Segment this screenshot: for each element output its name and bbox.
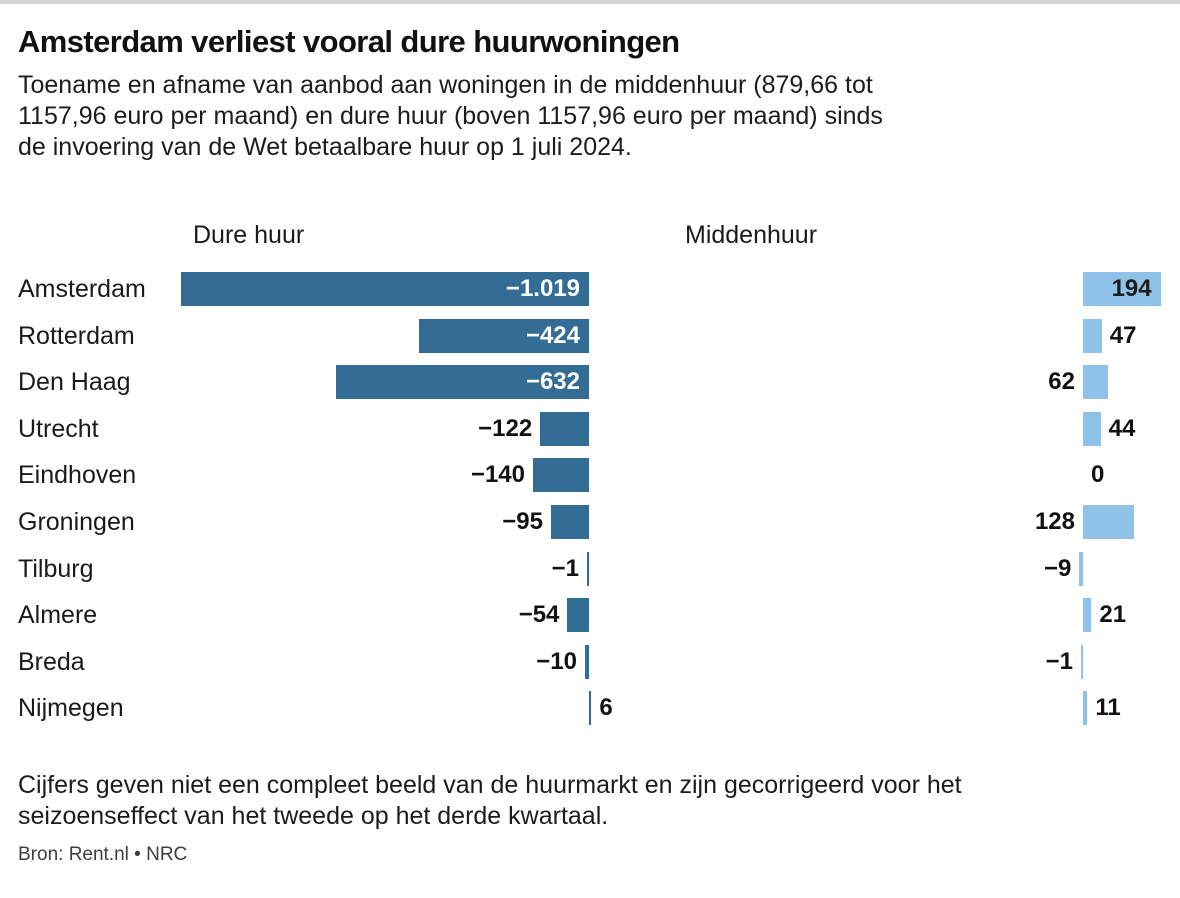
category-label: Tilburg xyxy=(18,554,94,583)
middenhuur-bar xyxy=(1083,272,1161,306)
chart-row-den-haag: Den Haag −632 62 xyxy=(0,365,1180,400)
value-label: −95 xyxy=(502,508,543,535)
category-label: Utrecht xyxy=(18,414,99,443)
middenhuur-bar xyxy=(1079,551,1083,586)
value-label: −54 xyxy=(518,601,560,629)
value-label: −9 xyxy=(1044,554,1072,582)
category-label: Breda xyxy=(18,647,85,676)
category-label: Nijmegen xyxy=(18,694,124,723)
middenhuur-bar xyxy=(1083,411,1101,446)
dure-huur-bar xyxy=(533,458,589,493)
value-label: −122 xyxy=(478,414,533,442)
value-label: 11 xyxy=(1095,694,1121,722)
value-label: 21 xyxy=(1099,601,1127,629)
middenhuur-bar xyxy=(1083,505,1135,539)
dure-huur-bar xyxy=(587,551,589,586)
page-title: Amsterdam verliest vooral dure huurwonin… xyxy=(18,24,680,59)
dure-huur-bar xyxy=(589,691,592,726)
chart-row-utrecht: Utrecht −122 44 xyxy=(0,411,1180,446)
value-label: 47 xyxy=(1109,321,1137,349)
value-label: 44 xyxy=(1108,414,1136,442)
middenhuur-bar xyxy=(1083,318,1102,353)
category-label: Den Haag xyxy=(18,368,131,397)
footnote-line: seizoenseffect van het tweede op het der… xyxy=(18,802,609,830)
dure-huur-bar xyxy=(540,411,589,446)
value-label: −1 xyxy=(551,554,579,582)
category-label: Rotterdam xyxy=(18,321,135,350)
subtitle-line: 1157,96 euro per maand) en dure huur (bo… xyxy=(18,102,883,130)
category-label: Amsterdam xyxy=(18,275,146,303)
chart-subtitle: Toename en afname van aanbod aan woninge… xyxy=(18,70,883,163)
dure-huur-bar xyxy=(585,644,589,679)
dure-huur-column-header: Dure huur xyxy=(193,221,305,249)
subtitle-line: de invoering van de Wet betaalbare huur … xyxy=(18,133,632,161)
category-label: Eindhoven xyxy=(18,461,137,490)
dure-huur-bar xyxy=(567,598,589,633)
chart-row-breda: Breda −10 −1 xyxy=(0,644,1180,679)
value-label: 194 xyxy=(1111,275,1152,302)
value-label: 128 xyxy=(1034,508,1075,535)
chart-footnote: Cijfers geven niet een compleet beeld va… xyxy=(18,770,962,832)
value-label: −10 xyxy=(536,647,577,675)
chart-row-tilburg: Tilburg −1 −9 xyxy=(0,551,1180,586)
dure-huur-bar xyxy=(419,318,589,353)
value-label: −424 xyxy=(525,321,580,349)
dure-huur-bar xyxy=(551,505,589,539)
dure-huur-bar xyxy=(336,365,589,400)
subtitle-line: Toename en afname van aanbod aan woninge… xyxy=(18,71,873,99)
middenhuur-bar xyxy=(1083,598,1092,633)
top-border xyxy=(0,0,1180,4)
value-label: 6 xyxy=(599,694,613,722)
value-label: 0 xyxy=(1091,461,1105,489)
middenhuur-bar xyxy=(1081,644,1083,679)
footnote-line: Cijfers geven niet een compleet beeld va… xyxy=(18,771,962,799)
value-label: −1.019 xyxy=(505,275,580,302)
category-label: Almere xyxy=(18,601,98,630)
middenhuur-column-header: Middenhuur xyxy=(685,221,818,249)
middenhuur-bar xyxy=(1083,691,1088,726)
chart-row-nijmegen: Nijmegen 6 11 xyxy=(0,691,1180,726)
value-label: −140 xyxy=(470,461,525,489)
middenhuur-bar xyxy=(1083,365,1108,400)
chart-row-almere: Almere −54 21 xyxy=(0,598,1180,633)
category-label: Groningen xyxy=(18,508,135,536)
chart-row-groningen: Groningen −95 128 xyxy=(0,505,1180,539)
chart-row-amsterdam: Amsterdam −1.019 194 xyxy=(0,272,1180,306)
source-line: Bron: Rent.nl • NRC xyxy=(18,844,188,865)
value-label: 62 xyxy=(1048,368,1075,396)
chart-row-eindhoven: Eindhoven −140 0 xyxy=(0,458,1180,493)
value-label: −1 xyxy=(1045,647,1073,675)
chart-row-rotterdam: Rotterdam −424 47 xyxy=(0,318,1180,353)
value-label: −632 xyxy=(525,368,580,396)
dure-huur-bar xyxy=(181,272,589,306)
bar-chart: Amsterdam −1.019 194 Rotterdam −424 47 Den Haa… xyxy=(0,272,1180,747)
